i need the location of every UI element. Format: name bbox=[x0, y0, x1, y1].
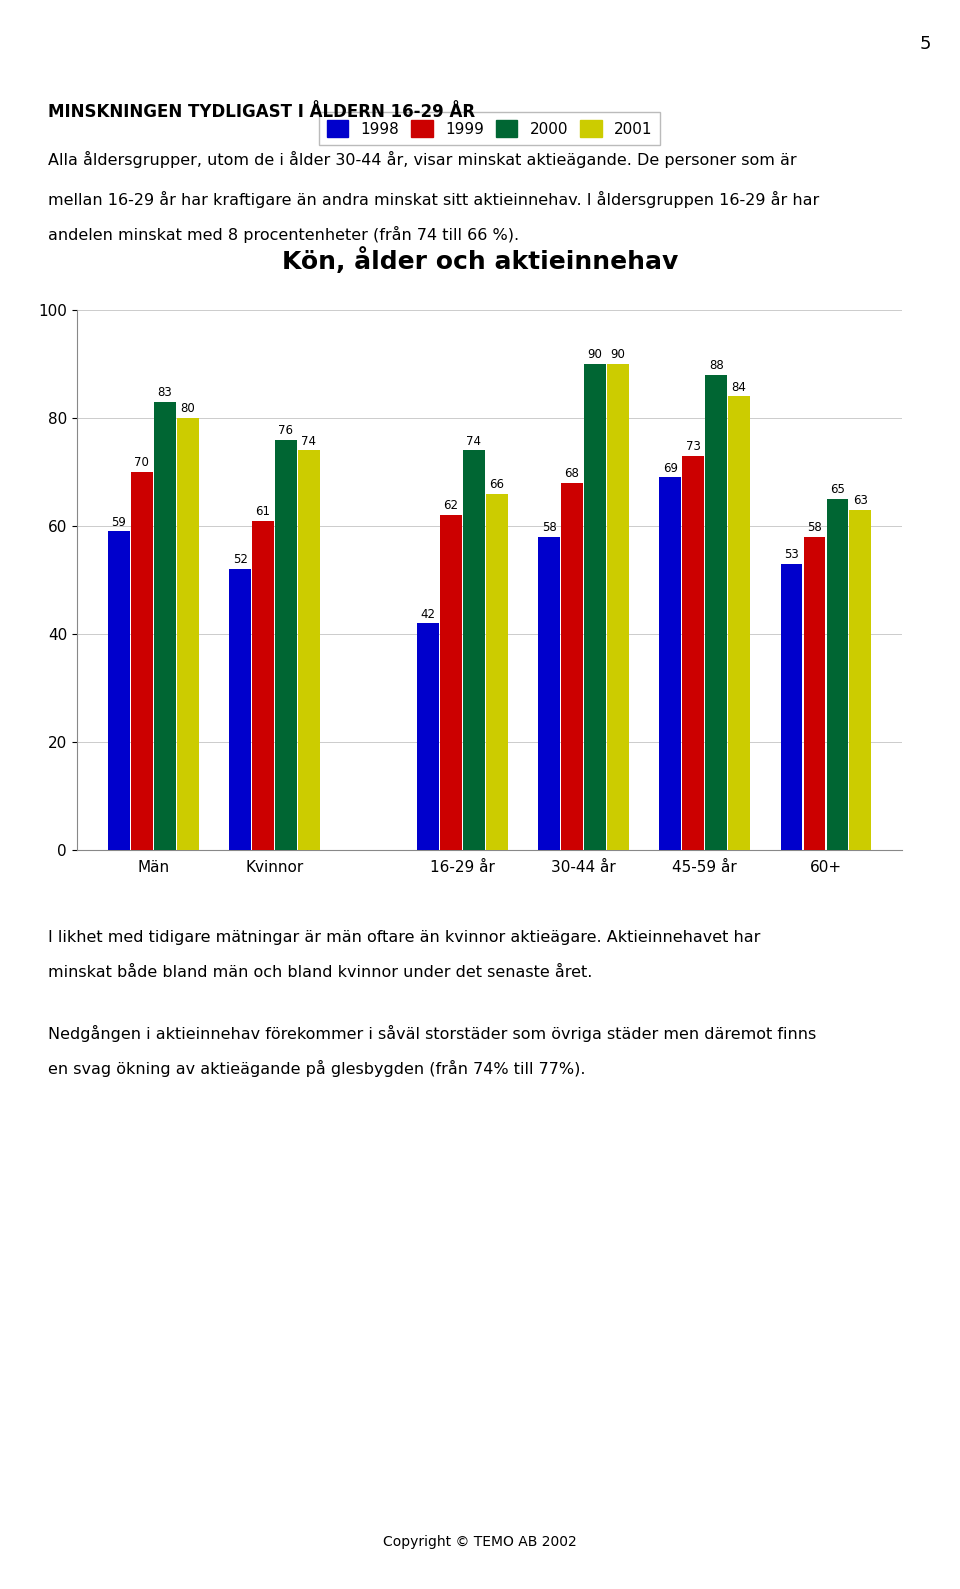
Text: Copyright © TEMO AB 2002: Copyright © TEMO AB 2002 bbox=[383, 1535, 577, 1549]
Bar bbox=[229, 569, 251, 850]
Text: andelen minskat med 8 procentenheter (från 74 till 66 %).: andelen minskat med 8 procentenheter (fr… bbox=[48, 226, 519, 243]
Text: 5: 5 bbox=[920, 35, 931, 52]
Bar bbox=[729, 396, 750, 850]
Text: 62: 62 bbox=[444, 499, 458, 512]
Text: 74: 74 bbox=[467, 435, 481, 448]
Text: 52: 52 bbox=[232, 553, 248, 567]
Bar bbox=[584, 364, 606, 850]
Text: 66: 66 bbox=[490, 478, 504, 491]
Text: 63: 63 bbox=[852, 494, 868, 507]
Text: 59: 59 bbox=[111, 516, 127, 529]
Text: minskat både bland män och bland kvinnor under det senaste året.: minskat både bland män och bland kvinnor… bbox=[48, 965, 592, 979]
Bar bbox=[440, 515, 462, 850]
Text: 88: 88 bbox=[708, 359, 724, 372]
Text: 53: 53 bbox=[784, 548, 799, 561]
Bar bbox=[660, 477, 681, 850]
Bar bbox=[177, 418, 199, 850]
Bar bbox=[706, 375, 727, 850]
Text: 65: 65 bbox=[829, 483, 845, 496]
Bar bbox=[850, 510, 871, 850]
Text: 69: 69 bbox=[662, 462, 678, 475]
Bar bbox=[463, 450, 485, 850]
Bar bbox=[539, 537, 560, 850]
Text: 80: 80 bbox=[180, 402, 195, 415]
Text: 73: 73 bbox=[685, 440, 701, 453]
Text: I likhet med tidigare mätningar är män oftare än kvinnor aktieägare. Aktieinneha: I likhet med tidigare mätningar är män o… bbox=[48, 930, 760, 944]
Text: 90: 90 bbox=[588, 348, 603, 361]
Text: mellan 16-29 år har kraftigare än andra minskat sitt aktieinnehav. I åldersgrupp: mellan 16-29 år har kraftigare än andra … bbox=[48, 191, 819, 208]
Bar bbox=[276, 440, 297, 850]
Legend: 1998, 1999, 2000, 2001: 1998, 1999, 2000, 2001 bbox=[319, 113, 660, 145]
Bar bbox=[154, 402, 176, 850]
Bar bbox=[804, 537, 826, 850]
Text: 84: 84 bbox=[732, 381, 747, 394]
Text: 70: 70 bbox=[134, 456, 150, 469]
Bar bbox=[827, 499, 849, 850]
Bar bbox=[486, 494, 508, 850]
Text: 68: 68 bbox=[564, 467, 580, 480]
Text: Nedgången i aktieinnehav förekommer i såväl storstäder som övriga städer men där: Nedgången i aktieinnehav förekommer i så… bbox=[48, 1025, 816, 1042]
Text: 83: 83 bbox=[157, 386, 172, 399]
Text: en svag ökning av aktieägande på glesbygden (från 74% till 77%).: en svag ökning av aktieägande på glesbyg… bbox=[48, 1060, 586, 1077]
Text: 74: 74 bbox=[301, 435, 317, 448]
Bar bbox=[252, 521, 274, 850]
Bar bbox=[417, 623, 439, 850]
Text: 90: 90 bbox=[611, 348, 625, 361]
Bar bbox=[780, 564, 803, 850]
Text: 58: 58 bbox=[807, 521, 822, 534]
Text: 42: 42 bbox=[420, 607, 436, 620]
Text: Kön, ålder och aktieinnehav: Kön, ålder och aktieinnehav bbox=[282, 248, 678, 273]
Bar bbox=[108, 531, 130, 850]
Text: MINSKNINGEN TYDLIGAST I ÅLDERN 16-29 ÅR: MINSKNINGEN TYDLIGAST I ÅLDERN 16-29 ÅR bbox=[48, 103, 475, 121]
Text: 61: 61 bbox=[255, 505, 271, 518]
Text: 58: 58 bbox=[541, 521, 557, 534]
Bar bbox=[299, 450, 320, 850]
Bar bbox=[683, 456, 704, 850]
Text: Alla åldersgrupper, utom de i ålder 30-44 år, visar minskat aktieägande. De pers: Alla åldersgrupper, utom de i ålder 30-4… bbox=[48, 151, 797, 168]
Bar bbox=[607, 364, 629, 850]
Bar bbox=[562, 483, 583, 850]
Text: 76: 76 bbox=[278, 424, 294, 437]
Bar bbox=[131, 472, 153, 850]
